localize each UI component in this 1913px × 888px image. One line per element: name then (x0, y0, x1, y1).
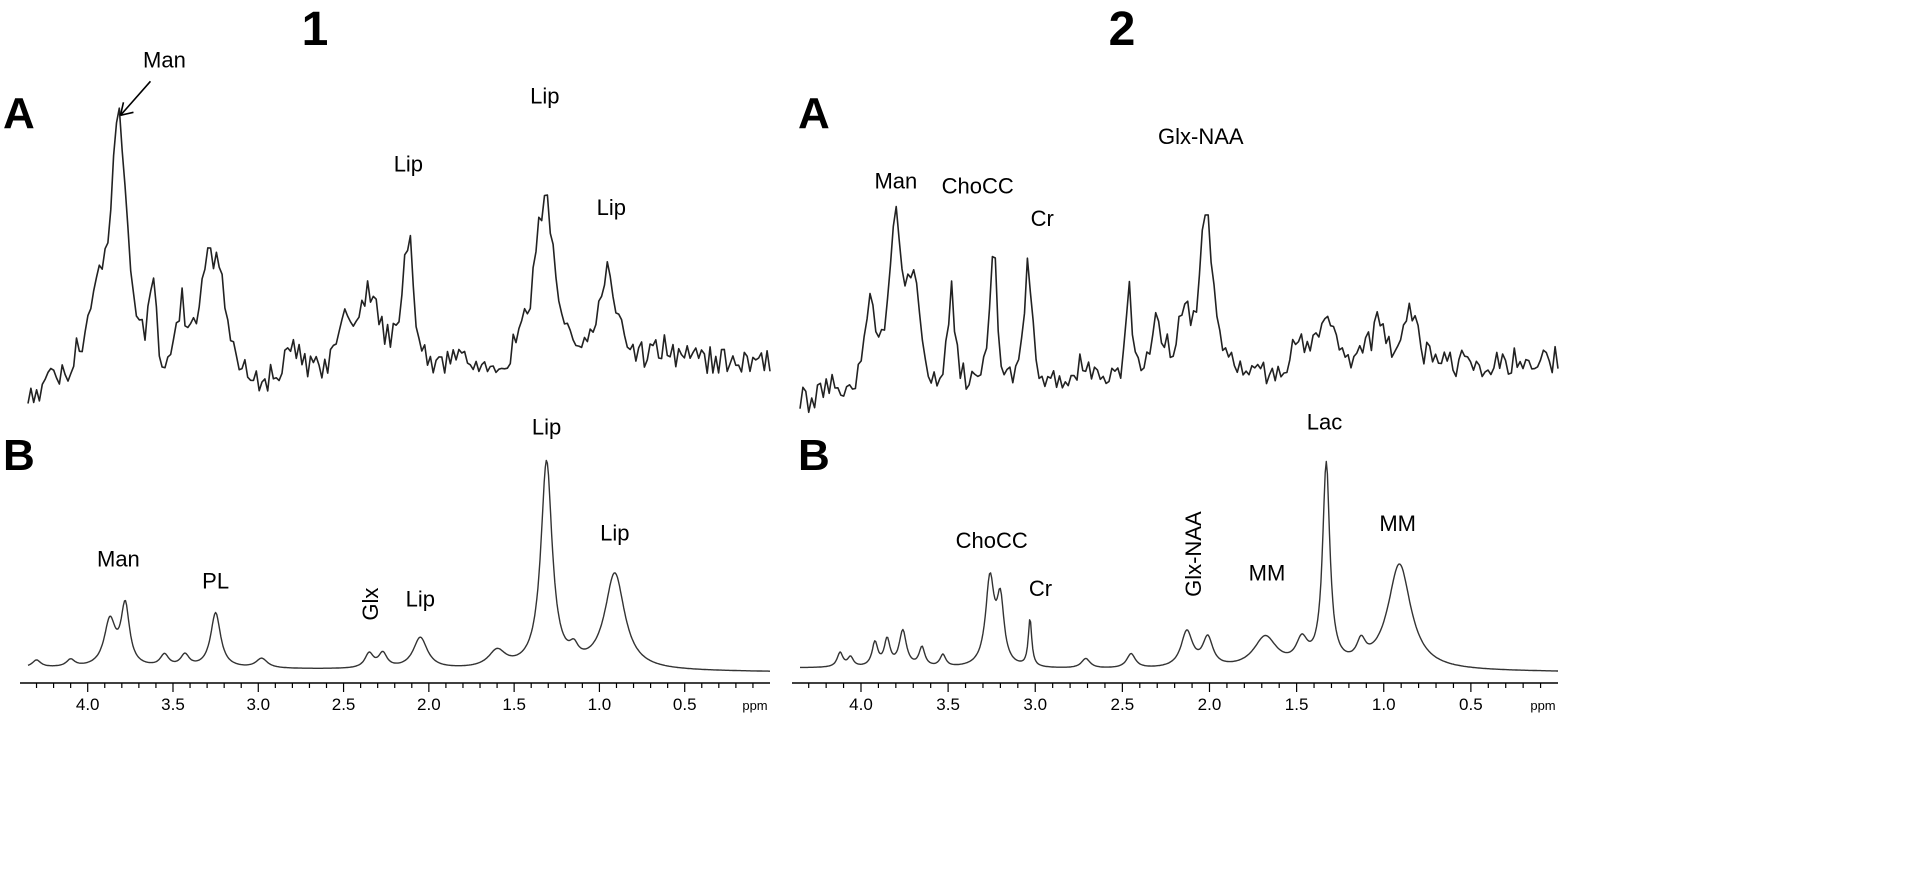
tick-label: 2.0 (417, 695, 441, 714)
peak-label: Cr (1031, 206, 1054, 231)
peak-label: Lip (406, 587, 435, 612)
x-unit-label: ppm (1530, 698, 1555, 713)
peak-label: ChoCC (956, 528, 1028, 553)
tick-label: 1.5 (1285, 695, 1309, 714)
peak-label: Lip (532, 414, 561, 439)
arrow-head (119, 102, 134, 117)
peak-label: Cr (1029, 576, 1052, 601)
x-unit-label: ppm (742, 698, 767, 713)
peak-label: Man (143, 47, 186, 72)
panel-1: 1 A Man Lip Lip Lip B Man PL Glx Lip Lip Lip 4.0 3.5 3.… (3, 3, 771, 714)
tick-label: 4.0 (849, 695, 873, 714)
spectrum-trace-b (800, 460, 1558, 672)
row-label-b: B (798, 431, 830, 480)
spectrum-trace-b (27, 459, 770, 672)
tick-label: 3.5 (161, 695, 185, 714)
row-label-a: A (3, 89, 35, 138)
peak-label: Glx (358, 588, 383, 621)
tick-label: 1.5 (502, 695, 526, 714)
peak-label: Glx-NAA (1158, 124, 1244, 149)
tick-label: 4.0 (76, 695, 100, 714)
peak-label: MM (1249, 560, 1286, 585)
tick-label: 2.5 (1111, 695, 1135, 714)
tick-label: 1.0 (1372, 695, 1396, 714)
tick-label: 2.0 (1198, 695, 1222, 714)
row-label-a: A (798, 89, 830, 138)
tick-label: 2.5 (332, 695, 356, 714)
tick-label: 3.0 (1023, 695, 1047, 714)
panel-title: 2 (1109, 3, 1136, 56)
panel-title: 1 (302, 3, 329, 56)
tick-label: 1.0 (588, 695, 612, 714)
peak-label: Man (874, 169, 917, 194)
peak-label: Lip (530, 84, 559, 109)
spectrum-trace-a (799, 205, 1559, 414)
tick-label: 3.5 (936, 695, 960, 714)
tick-label: 0.5 (673, 695, 697, 714)
peak-label: ChoCC (942, 174, 1014, 199)
peak-label: Man (97, 546, 140, 571)
tick-label: 3.0 (246, 695, 270, 714)
peak-label: PL (202, 569, 229, 594)
peak-label: MM (1379, 511, 1416, 536)
arrow-line (119, 80, 152, 116)
peak-label: Lip (394, 151, 423, 176)
tick-label: 0.5 (1459, 695, 1483, 714)
row-label-b: B (3, 431, 35, 480)
spectrum-trace-a (27, 107, 771, 404)
peak-label: Glx-NAA (1181, 511, 1206, 597)
peak-label: Lip (600, 520, 629, 545)
peak-label: Lip (597, 195, 626, 220)
peak-label: Lac (1307, 410, 1342, 435)
